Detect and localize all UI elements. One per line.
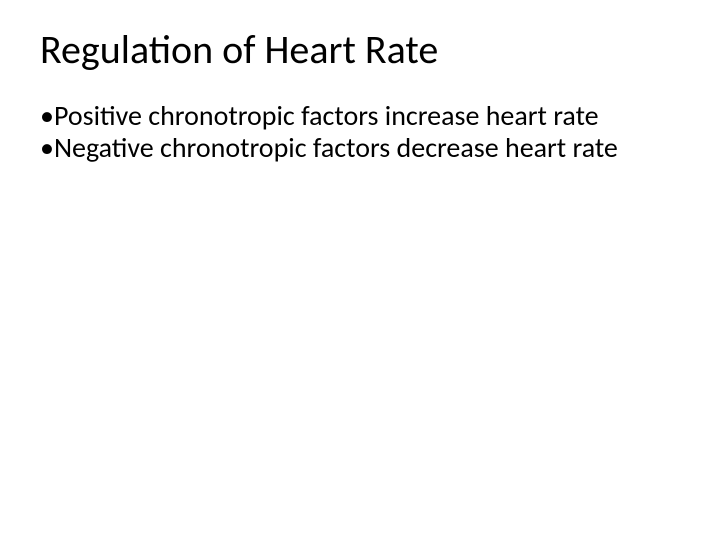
list-item: •Positive chronotropic factors increase … — [40, 100, 680, 132]
bullet-marker-icon: • — [40, 98, 54, 133]
bullet-list: •Positive chronotropic factors increase … — [40, 100, 680, 164]
bullet-text: Negative chronotropic factors decrease h… — [54, 130, 618, 165]
list-item: •Negative chronotropic factors decrease … — [40, 132, 680, 164]
bullet-marker-icon: • — [40, 130, 54, 165]
bullet-text: Positive chronotropic factors increase h… — [54, 98, 599, 133]
slide-title: Regulation of Heart Rate — [40, 28, 680, 72]
